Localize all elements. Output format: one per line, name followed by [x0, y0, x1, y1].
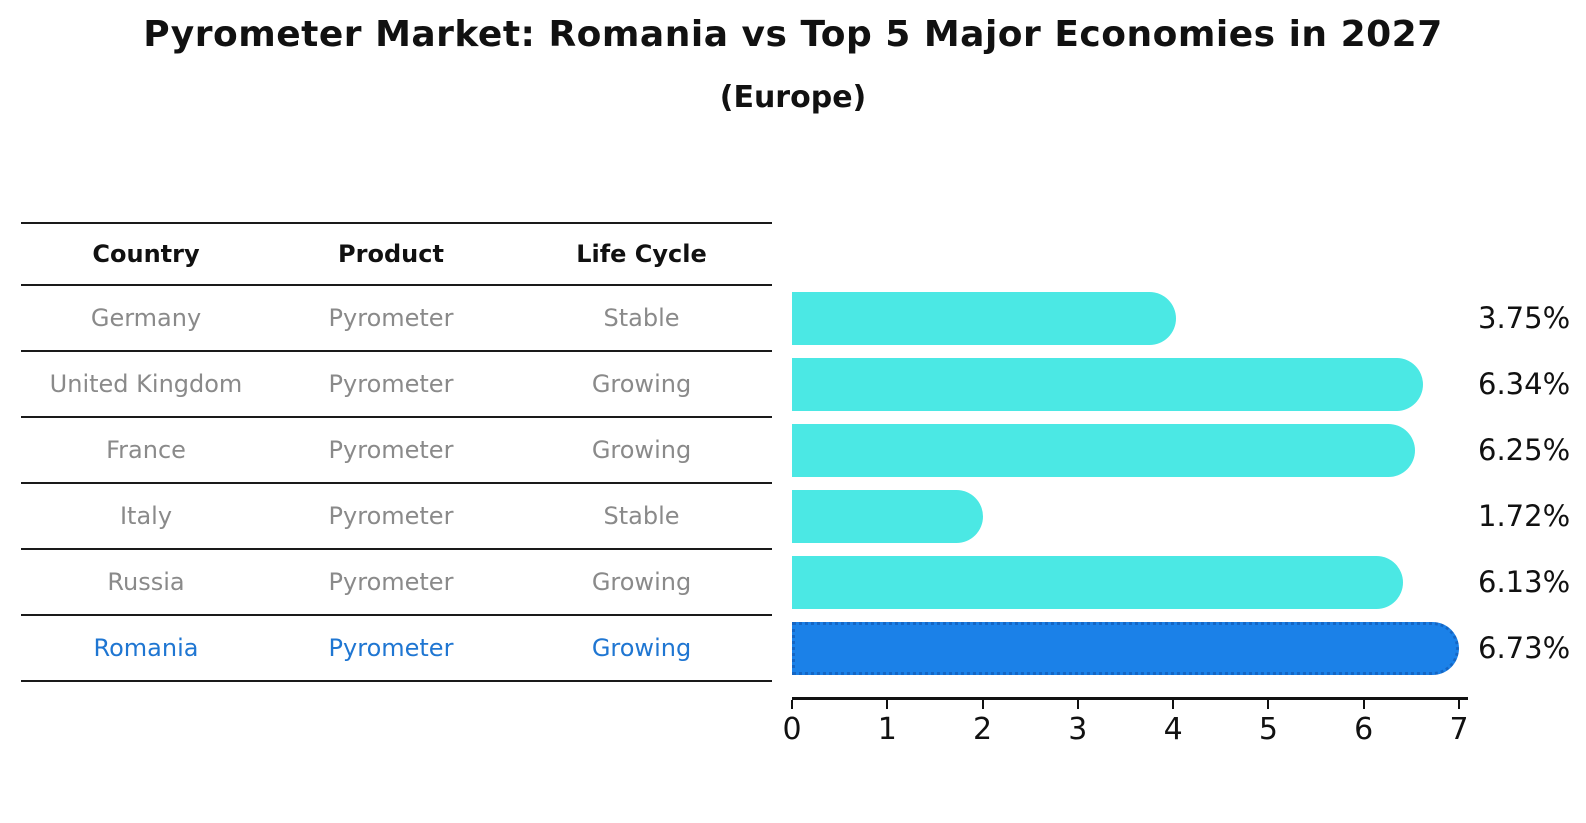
table-cell: France: [106, 436, 186, 464]
table-cell: Romania: [93, 634, 199, 662]
column-header-product: Product: [338, 240, 444, 268]
x-axis-tick-label: 0: [782, 712, 802, 747]
table-cell: Growing: [591, 370, 692, 398]
x-axis-tick: [1362, 700, 1365, 709]
bar-value-label: 6.34%: [1478, 367, 1571, 401]
x-axis-tick: [1076, 700, 1079, 709]
x-axis-tick-label: 5: [1258, 712, 1278, 747]
bar-value-label: 6.13%: [1478, 565, 1571, 599]
bar-value-label: 6.73%: [1478, 631, 1571, 665]
table-row-romania: Romania Pyrometer Growing: [21, 616, 772, 682]
table-header-row: Country Product Life Cycle: [21, 222, 772, 286]
bar-row-germany: 3.75%: [792, 285, 1570, 351]
table-row-italy: Italy Pyrometer Stable: [21, 484, 772, 550]
x-axis-tick: [1172, 700, 1175, 709]
bar-row-united-kingdom: 6.34%: [792, 351, 1570, 417]
x-axis-tick: [1458, 700, 1460, 709]
table-cell: Pyrometer: [328, 304, 454, 332]
bar-france: [792, 423, 1415, 477]
table-row-france: France Pyrometer Growing: [21, 418, 772, 484]
bar-row-france: 6.25%: [792, 417, 1570, 483]
table-cell: Stable: [603, 502, 680, 530]
x-axis-tick-label: 7: [1449, 712, 1469, 747]
bar-value-label: 1.72%: [1478, 499, 1571, 533]
country-table: Country Product Life Cycle Germany Pyromete…: [21, 222, 772, 682]
bar-row-russia: 6.13%: [792, 549, 1570, 615]
bar-chart: 3.75% 6.34% 6.25% 1.72% 6.13% 6.73% 0 1 2 3 4 5 6 7: [782, 285, 1570, 765]
table-cell: Italy: [119, 502, 173, 530]
table-row-germany: Germany Pyrometer Stable: [21, 286, 772, 352]
bar-romania: [792, 621, 1459, 675]
table-row-russia: Russia Pyrometer Growing: [21, 550, 772, 616]
chart-subtitle: (Europe): [719, 80, 867, 115]
x-axis-line: [792, 697, 1468, 700]
bar-value-label: 6.25%: [1478, 433, 1571, 467]
x-axis-tick-label: 3: [1068, 712, 1088, 747]
table-cell: Pyrometer: [328, 634, 454, 662]
column-header-country: Country: [92, 240, 200, 268]
x-axis: 0 1 2 3 4 5 6 7: [782, 697, 1469, 767]
bar-germany: [792, 291, 1177, 345]
x-axis-tick: [791, 700, 793, 709]
table-cell: Pyrometer: [328, 370, 454, 398]
table-cell: Growing: [591, 634, 692, 662]
bar-row-romania: 6.73%: [792, 615, 1570, 681]
table-cell: Growing: [591, 436, 692, 464]
table-row-united-kingdom: United Kingdom Pyrometer Growing: [21, 352, 772, 418]
x-axis-tick: [886, 700, 889, 709]
table-cell: Russia: [107, 568, 185, 596]
bar-russia: [792, 555, 1404, 609]
x-axis-tick-label: 2: [973, 712, 993, 747]
x-axis-tick: [981, 700, 984, 709]
table-body: Germany Pyrometer Stable United Kingdom Pyro…: [21, 286, 772, 682]
x-axis-tick-label: 4: [1163, 712, 1183, 747]
table-cell: Germany: [90, 304, 202, 332]
column-header-life-cycle: Life Cycle: [576, 240, 707, 268]
bar-italy: [792, 489, 983, 543]
table-cell: Growing: [591, 568, 692, 596]
bar-united-kingdom: [792, 357, 1424, 411]
x-axis-tick-label: 6: [1354, 712, 1374, 747]
table-cell: Pyrometer: [328, 436, 454, 464]
table-cell: Stable: [603, 304, 680, 332]
chart-title: Pyrometer Market: Romania vs Top 5 Major…: [143, 14, 1443, 55]
table-cell: Pyrometer: [328, 502, 454, 530]
table-cell: United Kingdom: [49, 370, 243, 398]
x-axis-tick-label: 1: [877, 712, 897, 747]
bar-value-label: 3.75%: [1478, 301, 1571, 335]
x-axis-tick: [1267, 700, 1270, 709]
bars-area: 3.75% 6.34% 6.25% 1.72% 6.13% 6.73%: [792, 285, 1570, 681]
bar-row-italy: 1.72%: [792, 483, 1570, 549]
table-cell: Pyrometer: [328, 568, 454, 596]
